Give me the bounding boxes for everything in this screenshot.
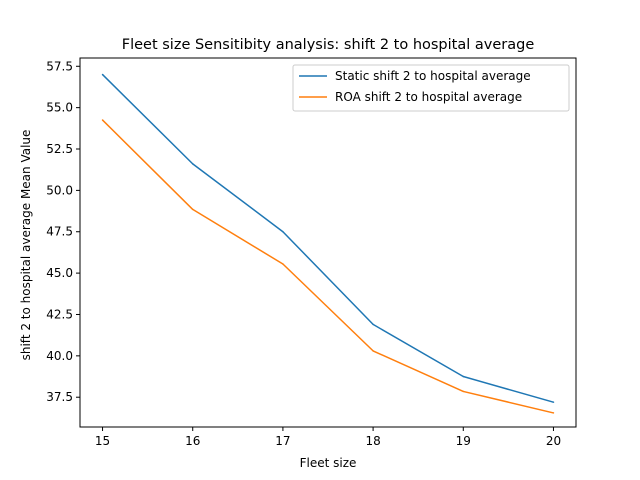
chart-title: Fleet size Sensitibity analysis: shift 2… [122, 37, 535, 53]
data-point [101, 119, 104, 121]
y-tick-label: 40.0 [46, 349, 73, 363]
data-point [282, 230, 284, 233]
x-axis-label: Fleet size [300, 456, 357, 470]
x-tick-label: 17 [275, 434, 290, 448]
series-line-1 [102, 74, 554, 403]
plot-area [101, 73, 555, 414]
data-point [552, 401, 555, 403]
data-point [191, 163, 194, 165]
x-tick-label: 18 [365, 434, 380, 448]
y-tick-label: 45.0 [46, 266, 73, 280]
y-axis: 37.5 40.0 42.5 45.0 47.5 50.0 52.5 55.0 57.5 [46, 59, 80, 404]
y-tick-label: 42.5 [46, 307, 73, 321]
data-point [372, 323, 374, 326]
y-tick-label: 37.5 [46, 390, 73, 404]
x-axis: 15 16 17 18 19 20 [95, 427, 561, 448]
data-point [282, 263, 284, 265]
data-point [372, 350, 374, 352]
x-tick-label: 20 [546, 434, 561, 448]
data-point [462, 375, 465, 378]
plot-frame [79, 57, 577, 428]
y-tick-label: 52.5 [46, 142, 73, 156]
legend-label: ROA shift 2 to hospital average [335, 90, 522, 104]
series-line-2 [102, 119, 554, 414]
legend: Static shift 2 to hospital average ROA sh… [292, 64, 570, 112]
y-tick-label: 57.5 [46, 59, 73, 73]
x-tick-label: 16 [185, 434, 200, 448]
y-tick-label: 55.0 [46, 101, 73, 115]
y-axis-label: shift 2 to hospital average Mean Value [19, 130, 33, 361]
y-tick-label: 50.0 [46, 183, 73, 197]
data-point [462, 390, 465, 393]
data-point [552, 412, 555, 414]
data-point [191, 208, 194, 211]
legend-label: Static shift 2 to hospital average [335, 69, 531, 83]
x-tick-label: 15 [95, 434, 110, 448]
legend-box [292, 64, 570, 112]
x-tick-label: 19 [456, 434, 471, 448]
data-point [101, 73, 104, 76]
y-tick-label: 47.5 [46, 225, 73, 239]
